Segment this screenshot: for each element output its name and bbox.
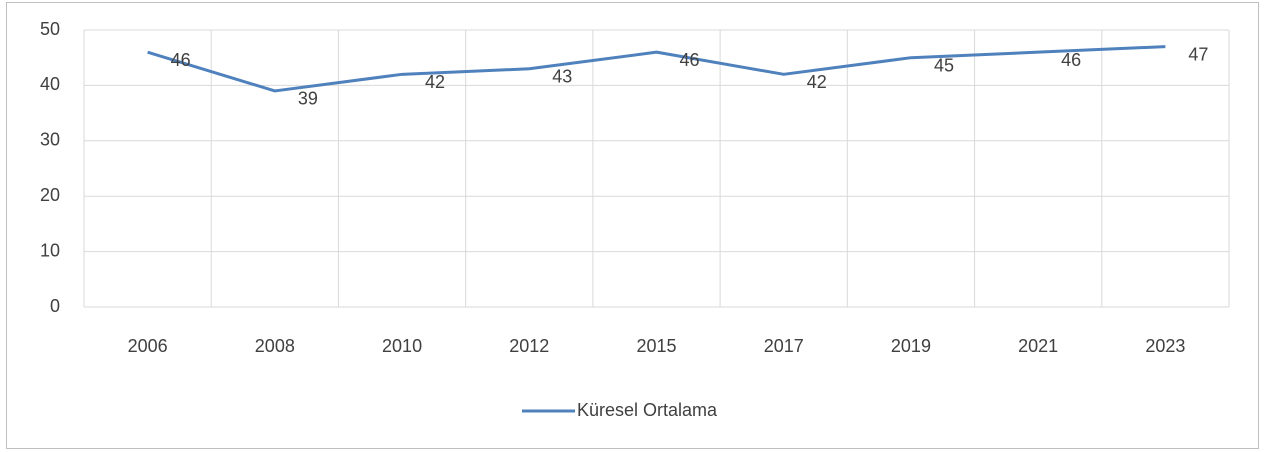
x-tick-label: 2023	[1145, 336, 1185, 356]
x-tick-label: 2006	[128, 336, 168, 356]
y-tick-label: 40	[40, 74, 60, 94]
chart-frame	[6, 2, 1259, 449]
y-tick-label: 10	[40, 240, 60, 260]
data-label: 42	[807, 72, 827, 92]
x-tick-label: 2017	[764, 336, 804, 356]
data-label: 46	[680, 50, 700, 70]
x-tick-label: 2021	[1018, 336, 1058, 356]
x-tick-label: 2015	[636, 336, 676, 356]
x-tick-label: 2019	[891, 336, 931, 356]
y-tick-label: 0	[50, 296, 60, 316]
x-tick-label: 2008	[255, 336, 295, 356]
x-tick-label: 2010	[382, 336, 422, 356]
data-label: 39	[298, 89, 318, 109]
data-label: 46	[171, 50, 191, 70]
data-label: 43	[552, 67, 572, 87]
x-tick-label: 2012	[509, 336, 549, 356]
data-label: 45	[934, 55, 954, 75]
data-label: 42	[425, 72, 445, 92]
legend-label: Küresel Ortalama	[577, 400, 718, 420]
data-label: 47	[1188, 44, 1208, 64]
line-series	[147, 45, 1166, 93]
y-tick-label: 50	[40, 19, 60, 39]
y-tick-label: 20	[40, 185, 60, 205]
y-tick-label: 30	[40, 130, 60, 150]
data-label: 46	[1061, 50, 1081, 70]
